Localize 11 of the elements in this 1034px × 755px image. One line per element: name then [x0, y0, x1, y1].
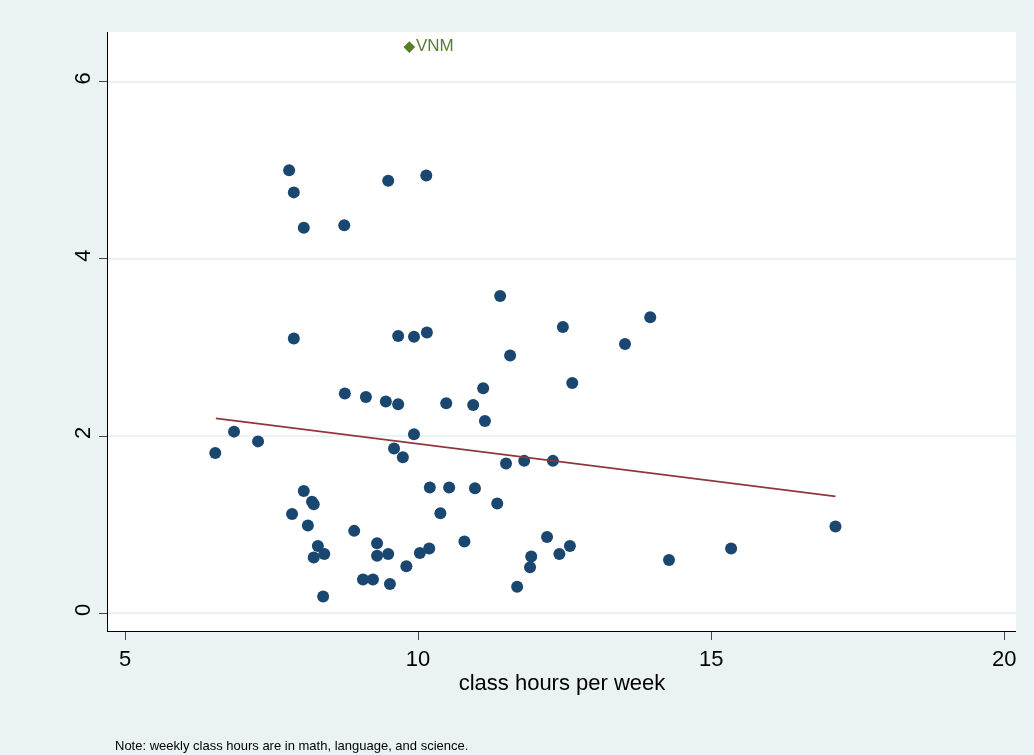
x-axis-title: class hours per week [458, 670, 667, 696]
x-tick-label: 5 [118, 646, 132, 672]
x-tick-label: 20 [992, 646, 1017, 672]
series-label: VNM [415, 36, 454, 56]
x-tick-label: 10 [405, 646, 431, 672]
x-tick-label: 15 [698, 646, 724, 672]
y-tick-label: 6 [70, 72, 96, 85]
y-tick-label: 4 [70, 249, 96, 262]
y-tick-label: 0 [70, 603, 96, 617]
text: Note: weekly class hours are in math, language, and science. [115, 738, 469, 753]
y-tick-label: 2 [70, 426, 96, 439]
